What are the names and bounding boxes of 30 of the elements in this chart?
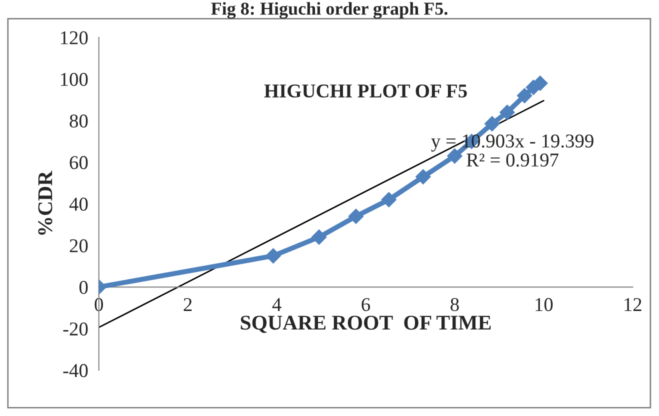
x-tick-label: 8 xyxy=(450,298,459,312)
point xyxy=(447,148,462,164)
point xyxy=(311,230,327,245)
x-tick-label: 4 xyxy=(272,298,282,311)
x-tick-label: 10 xyxy=(536,298,553,312)
y-axis-title: %CDR xyxy=(38,170,52,235)
y-tick-label: 100 xyxy=(60,72,88,86)
point xyxy=(500,104,515,120)
text: HIGUCHI PLOT OF F5 xyxy=(264,84,467,98)
y-tick-label: 60 xyxy=(70,156,88,170)
point xyxy=(416,169,431,184)
point xyxy=(381,192,396,208)
y-tick-label: 40 xyxy=(69,198,88,211)
x-tick-label: 12 xyxy=(624,298,642,311)
y-tick-label: -40 xyxy=(63,364,88,378)
point xyxy=(266,248,281,264)
y-tick-label: 20 xyxy=(70,239,88,252)
y-tick-label: -20 xyxy=(63,322,88,336)
y-tick-label: 0 xyxy=(79,280,88,294)
y-tick-label: 80 xyxy=(70,114,88,128)
x-tick-label: 6 xyxy=(362,298,370,312)
y-tick-label: 120 xyxy=(60,31,88,44)
point xyxy=(484,116,500,132)
point xyxy=(532,76,548,91)
x-tick-label: 0 xyxy=(94,298,103,312)
point xyxy=(516,88,532,104)
x-tick-label: 2 xyxy=(184,298,192,311)
point xyxy=(348,208,364,224)
x-axis-title: SQUARE ROOT OF TIME xyxy=(240,316,491,333)
caption: Fig 8: Higuchi order graph F5. xyxy=(211,2,448,19)
